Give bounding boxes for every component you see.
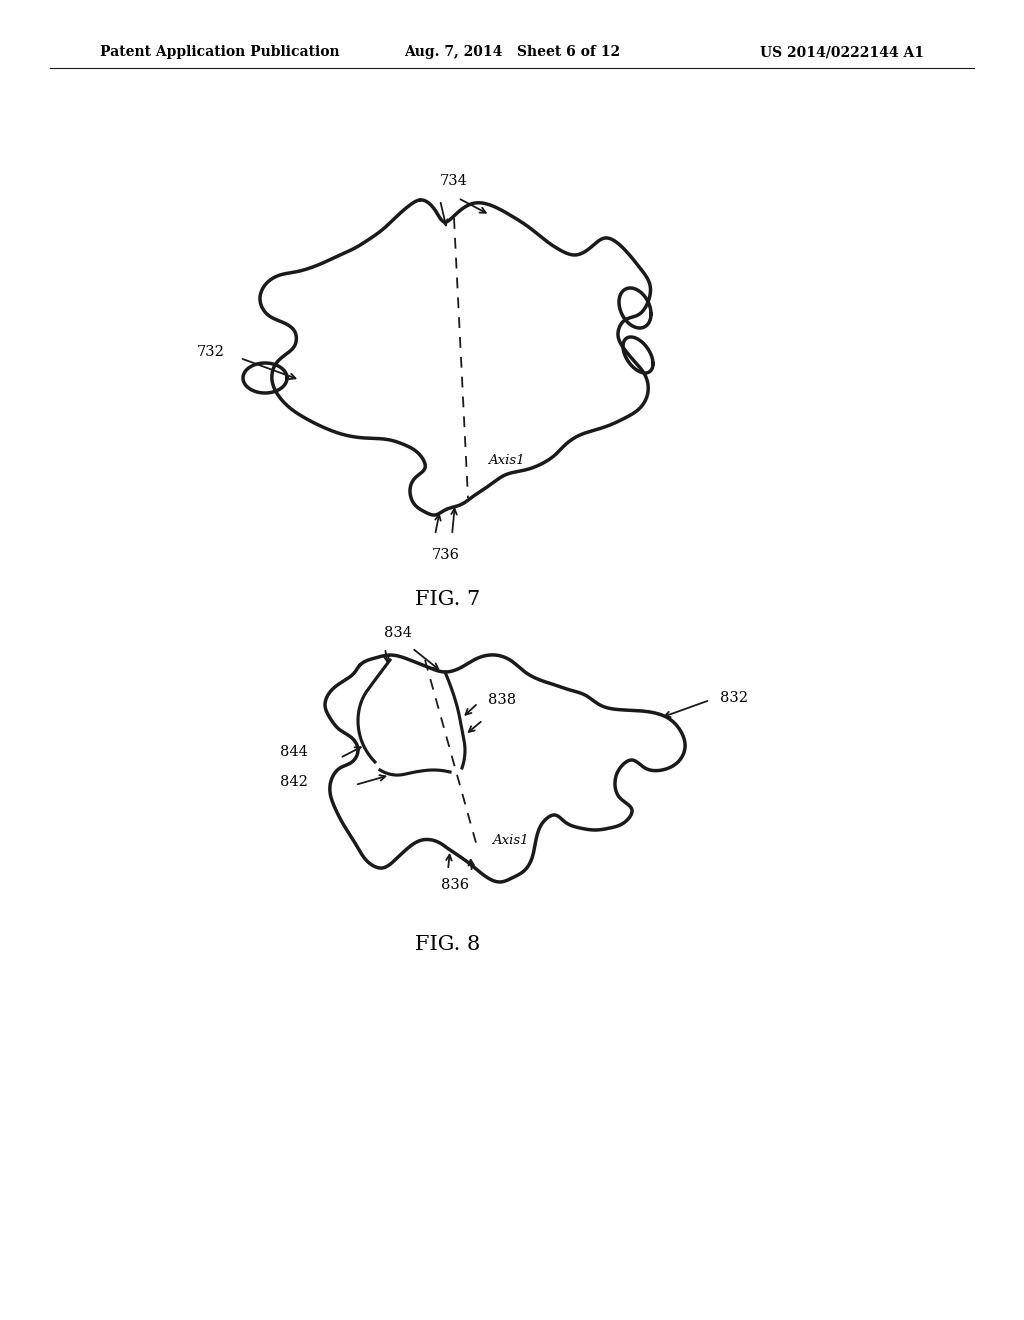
Text: Aug. 7, 2014   Sheet 6 of 12: Aug. 7, 2014 Sheet 6 of 12 xyxy=(403,45,621,59)
Text: 832: 832 xyxy=(720,690,748,705)
Text: FIG. 8: FIG. 8 xyxy=(416,935,480,954)
Text: 842: 842 xyxy=(281,775,308,789)
Text: 736: 736 xyxy=(432,548,460,562)
Text: 734: 734 xyxy=(440,174,468,187)
Text: FIG. 7: FIG. 7 xyxy=(416,590,480,609)
Text: 838: 838 xyxy=(488,693,516,708)
Text: Patent Application Publication: Patent Application Publication xyxy=(100,45,340,59)
Text: US 2014/0222144 A1: US 2014/0222144 A1 xyxy=(760,45,924,59)
Text: 732: 732 xyxy=(198,345,225,359)
Text: Axis1: Axis1 xyxy=(492,833,528,846)
Text: 834: 834 xyxy=(384,626,412,640)
Text: 836: 836 xyxy=(441,878,469,892)
Text: Axis1: Axis1 xyxy=(488,454,524,466)
Text: 844: 844 xyxy=(281,744,308,759)
